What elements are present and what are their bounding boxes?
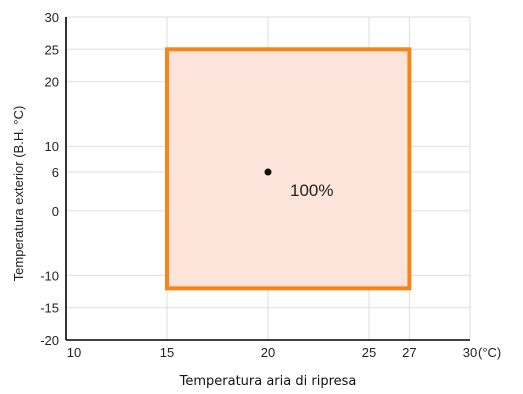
x-tick-label: 27 xyxy=(402,345,416,360)
y-tick-label: 6 xyxy=(52,165,59,180)
y-tick-label: -20 xyxy=(40,333,59,348)
y-tick-label: -10 xyxy=(40,268,59,283)
x-tick-label: 10 xyxy=(67,345,81,360)
operating-region xyxy=(165,47,412,291)
data-point xyxy=(264,168,272,176)
y-tick-labels: -20 -15 -10 0 6 10 20 25 30 xyxy=(40,10,59,348)
x-unit-label: (°C) xyxy=(478,345,501,360)
y-tick-label: -15 xyxy=(40,301,59,316)
y-tick-label: 20 xyxy=(45,75,59,90)
x-tick-label: 15 xyxy=(160,345,174,360)
x-tick-label: 30 xyxy=(463,345,477,360)
x-tick-label: 20 xyxy=(261,345,275,360)
x-tick-label: 25 xyxy=(362,345,376,360)
x-tick-labels: 10 15 20 25 27 30 xyxy=(67,345,477,360)
y-tick-label: 10 xyxy=(45,139,59,154)
y-axis-title: Temperatura exterior (B.H. °C) xyxy=(11,106,26,282)
point-label: 100% xyxy=(290,181,333,200)
x-axis-title: Temperatura aria di ripresa xyxy=(179,374,357,389)
y-tick-label: 0 xyxy=(52,204,59,219)
y-tick-label: 25 xyxy=(45,42,59,57)
y-tick-label: 30 xyxy=(45,10,59,25)
